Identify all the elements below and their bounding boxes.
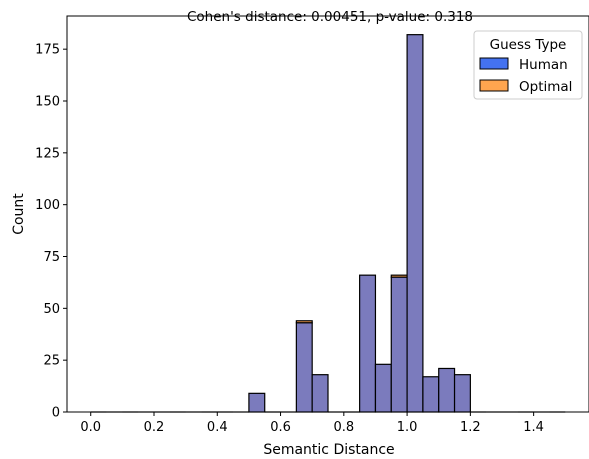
y-tick-label: 175 (35, 43, 60, 58)
x-tick-label: 0.0 (80, 420, 101, 435)
x-tick-label: 0.4 (207, 420, 228, 435)
y-tick-label: 125 (35, 146, 60, 161)
legend-title: Guess Type (490, 37, 567, 53)
y-axis: 0 25 50 75 100 125 150 175 (35, 43, 67, 421)
x-axis: 0.0 0.2 0.4 0.6 0.8 1.0 1.2 1.4 (80, 412, 544, 435)
bar-overlap (359, 274, 377, 413)
bar-overlap (295, 322, 313, 413)
x-tick-label: 1.2 (460, 420, 481, 435)
bar-overlap (374, 363, 392, 413)
bar-overlap (406, 34, 424, 413)
legend-swatch-human (479, 57, 509, 70)
y-tick-label: 100 (35, 198, 60, 213)
y-tick-label: 150 (35, 95, 60, 110)
bar-overlap (390, 276, 408, 413)
x-tick-label: 0.2 (144, 420, 165, 435)
y-tick-label: 25 (43, 354, 60, 369)
y-axis-label: Count (11, 193, 27, 235)
chart-title: Cohen's distance: 0.00451, p-value: 0.31… (187, 9, 473, 25)
bar-overlap (311, 374, 329, 413)
x-tick-label: 0.6 (270, 420, 291, 435)
legend-label-human: Human (519, 57, 568, 73)
y-tick-label: 75 (43, 250, 60, 265)
axes-frame (66, 15, 589, 413)
legend-swatch-optimal (479, 79, 509, 92)
bar-overlap (453, 374, 471, 413)
x-tick-label: 0.8 (333, 420, 354, 435)
x-axis-label: Semantic Distance (263, 442, 394, 458)
plot-area-border (66, 15, 589, 413)
bar-overlap (248, 392, 266, 413)
bar-overlap (438, 367, 456, 413)
bar-overlap (422, 376, 440, 413)
y-tick-label: 0 (52, 406, 60, 421)
y-tick-label: 50 (43, 302, 60, 317)
legend: Guess Type Human Optimal (473, 30, 583, 100)
x-tick-label: 1.4 (523, 420, 544, 435)
x-tick-label: 1.0 (397, 420, 418, 435)
legend-label-optimal: Optimal (519, 79, 572, 95)
